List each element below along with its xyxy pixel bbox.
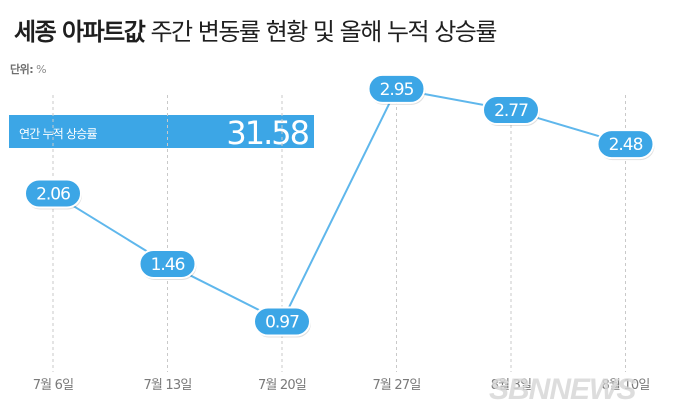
grid-layer	[52, 95, 626, 372]
data-label: 2.77	[494, 101, 528, 121]
data-label: 0.97	[265, 313, 299, 333]
cumulative-value: 31.58	[226, 114, 310, 152]
line-layer	[52, 87, 626, 323]
data-point-marker	[367, 73, 426, 104]
chart-title: 세종 아파트값 주간 변동률 현황 및 올해 누적 상승률	[14, 12, 497, 47]
chart-title-bold: 세종 아파트값	[14, 18, 146, 46]
x-tick-label: 7월 27일	[372, 378, 420, 393]
data-point-marker	[253, 306, 311, 337]
x-tick-label: 7월 13일	[143, 378, 191, 393]
x-tick-label: 7월 6일	[33, 378, 74, 393]
cumulative-banner: 연간 누적 상승률 31.58	[9, 114, 314, 152]
chart-title-rest: 주간 변동률 현황 및 올해 누적 상승률	[144, 18, 497, 46]
data-point-marker	[138, 248, 197, 279]
data-point-marker	[24, 178, 82, 209]
data-point-marker	[482, 95, 540, 126]
data-point-marker	[596, 129, 655, 160]
unit-note: 단위: %	[10, 61, 47, 77]
data-label: 2.95	[380, 80, 414, 100]
marker-layer: 2.06 1.46 0.97 2.95 2.77 2.48	[24, 73, 655, 338]
x-tick-label: 7월 20일	[258, 378, 306, 393]
cumulative-label: 연간 누적 상승률	[19, 127, 98, 141]
data-label: 2.48	[609, 135, 643, 155]
unit-label: 단위:	[10, 63, 34, 76]
watermark: SBNNEWS	[489, 373, 636, 406]
tick-layer: 7월 6일 7월 13일 7월 20일 7월 27일 8월 3일 8월 10일	[33, 378, 651, 393]
data-label: 2.06	[36, 184, 70, 204]
series-line	[52, 87, 626, 323]
data-label: 1.46	[151, 255, 185, 275]
x-tick-label: 8월 10일	[601, 378, 649, 393]
x-tick-label: 8월 3일	[491, 378, 532, 393]
unit-value: %	[36, 63, 47, 76]
